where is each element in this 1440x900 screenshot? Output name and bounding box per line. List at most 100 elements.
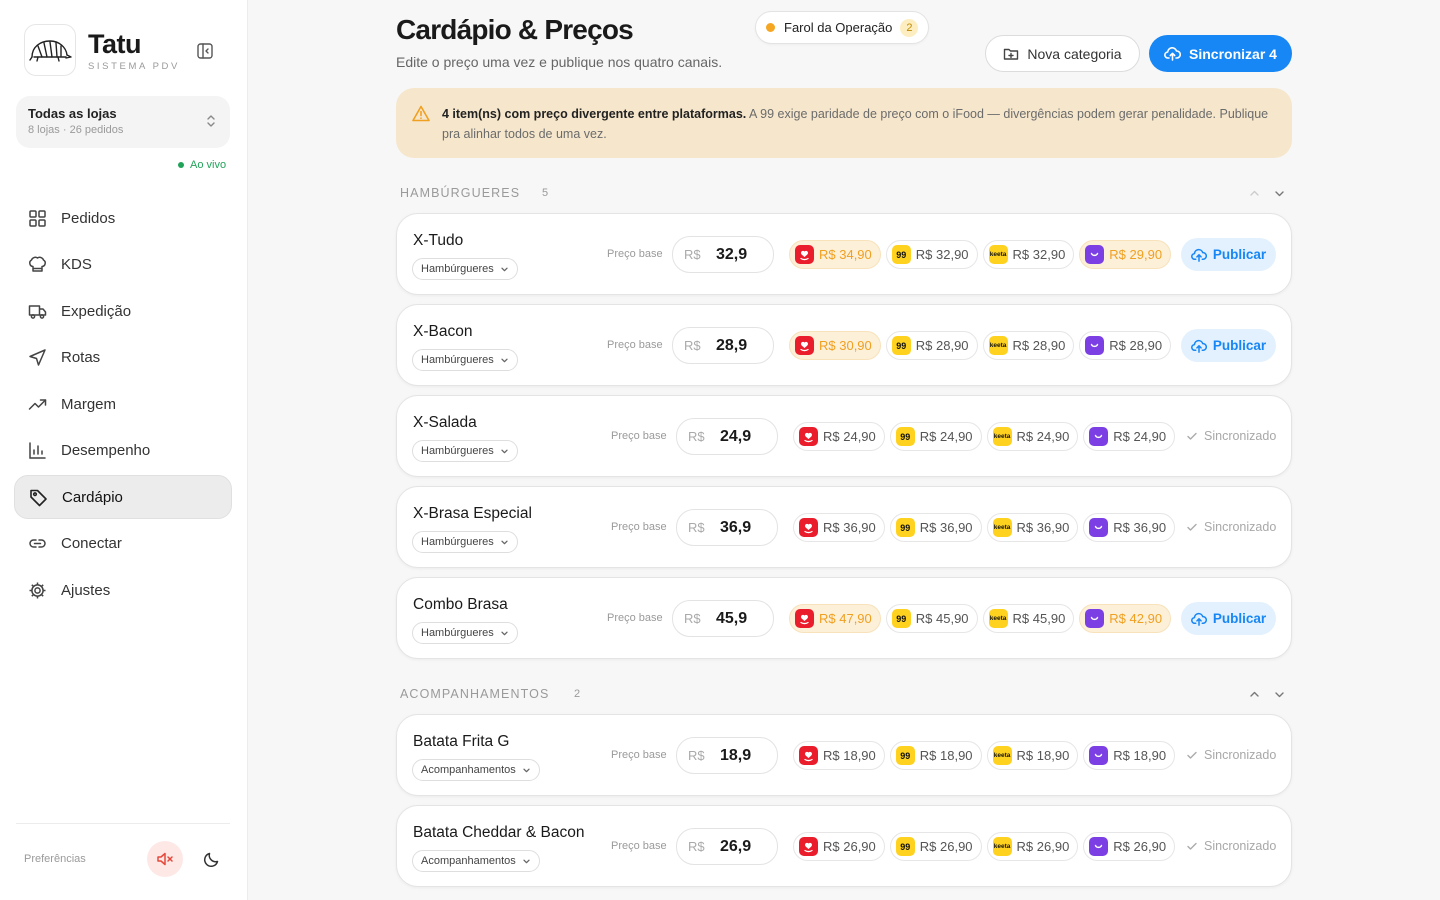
platform-price-ifood[interactable]: R$ 47,90: [789, 604, 881, 633]
publish-button[interactable]: Publicar: [1181, 602, 1276, 635]
page-subtitle: Edite o preço uma vez e publique nos qua…: [396, 54, 723, 70]
platform-price-purple[interactable]: R$ 18,90: [1083, 741, 1176, 770]
publish-label: Publicar: [1212, 338, 1267, 353]
category-select[interactable]: Hambúrgueres: [412, 258, 518, 280]
platform-price-n99[interactable]: 99 R$ 18,90: [889, 741, 982, 770]
publish-button[interactable]: Publicar: [1181, 329, 1276, 362]
platform-price-n99[interactable]: 99 R$ 32,90: [885, 240, 978, 269]
cloud-upload-icon: [1164, 47, 1182, 61]
platform-price-ifood[interactable]: R$ 18,90: [793, 741, 885, 770]
platform-price-ifood[interactable]: R$ 34,90: [789, 240, 881, 269]
main-content: Cardápio & Preços Edite o preço uma vez …: [248, 0, 1440, 900]
farol-operacao-button[interactable]: Farol da Operação 2: [755, 11, 930, 44]
store-selector[interactable]: Todas as lojas 8 lojas · 26 pedidos: [16, 96, 230, 148]
platform-price-value: R$ 26,90: [823, 839, 876, 854]
move-down-button[interactable]: [1273, 187, 1286, 200]
menu-item-row: X-Brasa Especial Hambúrgueres Preço base R$…: [396, 486, 1292, 568]
sidebar-item-pedidos[interactable]: Pedidos: [14, 196, 232, 240]
platform-price-value: R$ 18,90: [1016, 748, 1070, 763]
section-controls: [1248, 187, 1286, 200]
sync-all-button[interactable]: Sincronizar 4: [1149, 35, 1292, 72]
platform-price-value: R$ 18,90: [1113, 748, 1167, 763]
platform-price-n99[interactable]: 99 R$ 45,90: [885, 604, 978, 633]
base-price-input[interactable]: R$ 45,9: [672, 600, 774, 637]
platform-price-purple[interactable]: R$ 26,90: [1083, 832, 1176, 861]
chevron-down-icon: [523, 768, 530, 772]
category-select[interactable]: Hambúrgueres: [412, 622, 518, 644]
live-dot-icon: [178, 162, 184, 168]
base-price-input[interactable]: R$ 32,9: [672, 236, 774, 273]
platform-price-keeta[interactable]: keeta R$ 36,90: [986, 513, 1079, 542]
menu-item-row: Batata Frita G Acompanhamentos Preço base R…: [396, 714, 1292, 796]
category-select[interactable]: Acompanhamentos: [412, 759, 540, 781]
base-price-value: 36,9: [720, 518, 752, 536]
sidebar-item-cardapio[interactable]: Cardápio: [14, 475, 232, 519]
collapse-sidebar-button[interactable]: [194, 40, 216, 62]
category-select[interactable]: Hambúrgueres: [412, 349, 518, 371]
platform-price-ifood[interactable]: R$ 26,90: [793, 832, 885, 861]
platform-price-keeta[interactable]: keeta R$ 28,90: [982, 331, 1075, 360]
platform-price-n99[interactable]: 99 R$ 28,90: [885, 331, 978, 360]
platform-price-keeta[interactable]: keeta R$ 24,90: [986, 422, 1079, 451]
sidebar-item-ajustes[interactable]: Ajustes: [14, 568, 232, 612]
platform-price-purple[interactable]: R$ 29,90: [1079, 240, 1172, 269]
section-controls: [1248, 688, 1286, 701]
platform-price-ifood[interactable]: R$ 36,90: [793, 513, 885, 542]
store-subtitle: 8 lojas · 26 pedidos: [28, 124, 124, 136]
store-title: Todas as lojas: [28, 106, 117, 121]
new-category-button[interactable]: Nova categoria: [985, 35, 1140, 72]
platform-price-n99[interactable]: 99 R$ 24,90: [889, 422, 982, 451]
platform-price-ifood[interactable]: R$ 30,90: [789, 331, 881, 360]
platform-price-keeta[interactable]: keeta R$ 32,90: [982, 240, 1075, 269]
move-up-button[interactable]: [1248, 688, 1261, 701]
category-label: Acompanhamentos: [421, 764, 516, 776]
purple-logo-icon: [1089, 837, 1109, 856]
sidebar-item-desempenho[interactable]: Desempenho: [14, 429, 232, 473]
platform-price-n99[interactable]: 99 R$ 26,90: [889, 832, 982, 861]
platform-prices: R$ 26,90 99 R$ 26,90 keeta R$ 26,90 R$ 26,90: [793, 832, 1176, 861]
sidebar-item-label: Pedidos: [61, 209, 116, 227]
sidebar-item-kds[interactable]: KDS: [14, 243, 232, 287]
base-price-input[interactable]: R$ 26,9: [676, 828, 778, 865]
publish-button[interactable]: Publicar: [1181, 238, 1276, 271]
chevron-down-icon: [501, 449, 508, 453]
moon-icon: [203, 852, 218, 867]
platform-price-purple[interactable]: R$ 42,90: [1079, 604, 1172, 633]
platform-price-purple[interactable]: R$ 24,90: [1083, 422, 1176, 451]
category-select[interactable]: Acompanhamentos: [412, 850, 540, 872]
platform-price-purple[interactable]: R$ 28,90: [1079, 331, 1172, 360]
platform-price-n99[interactable]: 99 R$ 36,90: [889, 513, 982, 542]
platform-price-keeta[interactable]: keeta R$ 45,90: [982, 604, 1075, 633]
base-price-input[interactable]: R$ 18,9: [676, 737, 778, 774]
sidebar-item-conectar[interactable]: Conectar: [14, 522, 232, 566]
platform-price-value: R$ 36,90: [1113, 520, 1167, 535]
platform-price-keeta[interactable]: keeta R$ 18,90: [986, 741, 1079, 770]
base-price-input[interactable]: R$ 24,9: [676, 418, 778, 455]
cloud-upload-icon: [1190, 339, 1207, 353]
move-up-button[interactable]: [1248, 187, 1261, 200]
category-select[interactable]: Hambúrgueres: [412, 440, 518, 462]
preferences-bar: Preferências: [16, 823, 230, 900]
platform-price-keeta[interactable]: keeta R$ 26,90: [986, 832, 1079, 861]
sidebar-item-expedicao[interactable]: Expedição: [14, 289, 232, 333]
base-price-input[interactable]: R$ 28,9: [672, 327, 774, 364]
warning-icon: [412, 105, 430, 122]
platform-price-value: R$ 24,90: [919, 429, 973, 444]
sidebar-item-margem[interactable]: Margem: [14, 382, 232, 426]
sound-toggle-button[interactable]: [147, 841, 183, 877]
purple-logo-icon: [1085, 336, 1105, 355]
sidebar-item-rotas[interactable]: Rotas: [14, 336, 232, 380]
live-label: Ao vivo: [190, 159, 227, 171]
move-down-button[interactable]: [1273, 688, 1286, 701]
currency-label: R$: [688, 839, 705, 854]
sidebar-nav: Pedidos KDS Expedição Rotas Margem Desem…: [14, 196, 232, 615]
volume-muted-icon: [157, 852, 173, 866]
category-select[interactable]: Hambúrgueres: [412, 531, 518, 553]
platform-price-value: R$ 26,90: [919, 839, 973, 854]
platform-price-purple[interactable]: R$ 36,90: [1083, 513, 1176, 542]
theme-toggle-button[interactable]: [193, 841, 229, 877]
base-price-input[interactable]: R$ 36,9: [676, 509, 778, 546]
keeta-logo-icon: keeta: [988, 609, 1008, 628]
platform-price-ifood[interactable]: R$ 24,90: [793, 422, 885, 451]
currency-label: R$: [688, 429, 705, 444]
